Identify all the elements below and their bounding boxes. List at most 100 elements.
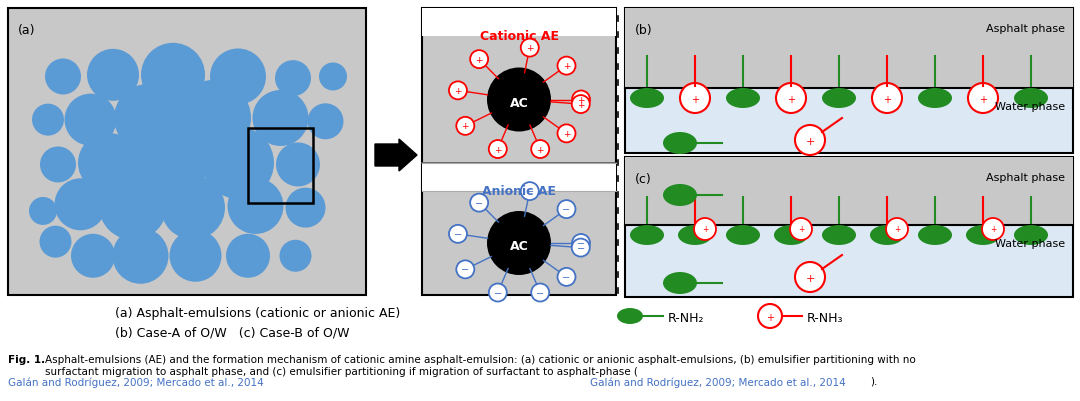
Ellipse shape — [663, 132, 697, 154]
Text: (b): (b) — [635, 24, 652, 37]
Circle shape — [141, 43, 205, 107]
Text: +: + — [806, 274, 814, 284]
Text: R-NH₂: R-NH₂ — [669, 312, 704, 325]
Ellipse shape — [1014, 225, 1048, 245]
Bar — [422, 163, 616, 191]
Bar — [8, 8, 366, 295]
Text: −: − — [577, 239, 585, 249]
Bar — [625, 8, 1074, 88]
Circle shape — [29, 197, 57, 225]
Circle shape — [557, 57, 576, 75]
Circle shape — [40, 146, 76, 182]
Circle shape — [280, 240, 311, 272]
Circle shape — [276, 142, 320, 186]
Circle shape — [982, 218, 1004, 240]
Circle shape — [449, 225, 467, 243]
Text: +: + — [577, 96, 584, 105]
Ellipse shape — [918, 225, 951, 245]
Circle shape — [470, 50, 488, 68]
Circle shape — [226, 234, 270, 278]
Circle shape — [572, 91, 590, 109]
Circle shape — [571, 95, 590, 113]
Circle shape — [114, 84, 183, 152]
Ellipse shape — [630, 88, 664, 108]
Circle shape — [557, 268, 576, 286]
Text: +: + — [461, 122, 469, 132]
Text: +: + — [978, 95, 987, 105]
Text: (c): (c) — [635, 173, 651, 186]
Ellipse shape — [774, 225, 808, 245]
Circle shape — [87, 49, 139, 101]
Bar — [248, 128, 313, 203]
Ellipse shape — [663, 184, 697, 206]
Circle shape — [161, 176, 225, 240]
Text: +: + — [883, 95, 891, 105]
Ellipse shape — [822, 88, 856, 108]
Circle shape — [521, 38, 539, 57]
Text: Water phase: Water phase — [995, 239, 1065, 249]
Circle shape — [449, 81, 467, 99]
Ellipse shape — [1014, 88, 1048, 108]
Circle shape — [968, 83, 998, 113]
Ellipse shape — [822, 225, 856, 245]
Text: +: + — [563, 62, 570, 71]
Text: Asphalt-emulsions (AE) and the formation mechanism of cationic amine asphalt-emu: Asphalt-emulsions (AE) and the formation… — [45, 355, 916, 377]
Circle shape — [470, 194, 488, 212]
Circle shape — [531, 140, 550, 158]
Text: −: − — [494, 289, 502, 298]
Text: AC: AC — [510, 241, 528, 253]
Text: Anionic AE: Anionic AE — [482, 185, 556, 198]
Circle shape — [170, 230, 221, 282]
Circle shape — [133, 123, 208, 199]
FancyArrow shape — [375, 139, 417, 171]
Text: Galán and Rodríguez, 2009; Mercado et al., 2014: Galán and Rodríguez, 2009; Mercado et al… — [8, 377, 264, 387]
Circle shape — [571, 239, 590, 257]
Circle shape — [228, 178, 283, 234]
Circle shape — [694, 218, 716, 240]
Text: +: + — [494, 146, 501, 154]
Circle shape — [487, 211, 551, 275]
Circle shape — [275, 60, 311, 96]
Text: −: − — [563, 273, 570, 283]
Text: +: + — [691, 95, 699, 105]
Circle shape — [457, 117, 474, 135]
Text: +: + — [563, 130, 570, 139]
Bar — [422, 8, 616, 36]
Text: +: + — [577, 101, 584, 109]
Text: Fig. 1.: Fig. 1. — [8, 355, 45, 365]
Text: (b) Case-A of O/W   (c) Case-B of O/W: (b) Case-A of O/W (c) Case-B of O/W — [114, 327, 350, 340]
Circle shape — [872, 83, 902, 113]
Circle shape — [758, 304, 782, 328]
Circle shape — [521, 182, 539, 200]
Text: +: + — [894, 225, 901, 235]
Circle shape — [795, 125, 825, 155]
Circle shape — [789, 218, 812, 240]
Circle shape — [489, 140, 507, 158]
Ellipse shape — [663, 272, 697, 294]
Circle shape — [202, 127, 274, 199]
Text: +: + — [526, 44, 534, 53]
Circle shape — [112, 228, 168, 284]
Text: Asphalt phase: Asphalt phase — [986, 173, 1065, 183]
Text: Cationic AE: Cationic AE — [480, 30, 558, 43]
Text: +: + — [475, 56, 483, 65]
Bar — [625, 157, 1074, 297]
Ellipse shape — [918, 88, 951, 108]
Text: +: + — [766, 313, 774, 323]
Circle shape — [572, 234, 590, 252]
Text: +: + — [455, 87, 461, 96]
Circle shape — [175, 80, 251, 156]
Text: −: − — [461, 265, 470, 275]
Circle shape — [680, 83, 710, 113]
Circle shape — [308, 103, 343, 139]
Circle shape — [210, 49, 266, 105]
Bar — [422, 8, 616, 295]
Text: +: + — [787, 95, 795, 105]
Circle shape — [71, 234, 114, 278]
Bar — [625, 157, 1074, 225]
Circle shape — [886, 218, 908, 240]
Circle shape — [99, 172, 167, 240]
Text: (a) Asphalt-emulsions (cationic or anionic AE): (a) Asphalt-emulsions (cationic or anion… — [114, 307, 401, 320]
Text: Galán and Rodríguez, 2009; Mercado et al., 2014: Galán and Rodríguez, 2009; Mercado et al… — [590, 377, 846, 387]
Text: +: + — [702, 225, 708, 235]
